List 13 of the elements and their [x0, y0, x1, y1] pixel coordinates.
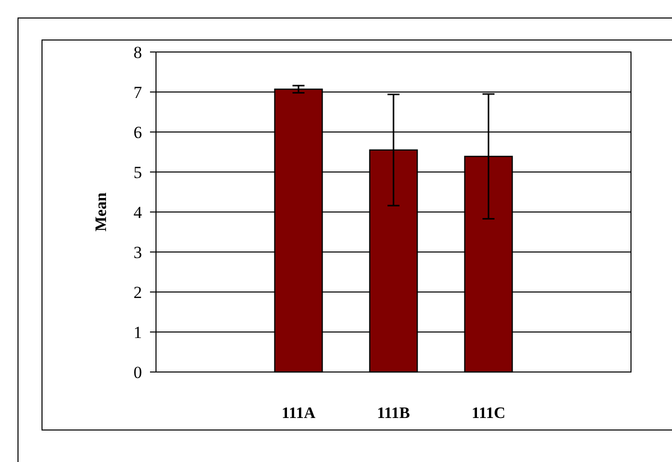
x-tick-label: 111B: [377, 405, 410, 422]
y-tick-label: 2: [134, 282, 142, 302]
y-tick-label: 1: [134, 322, 142, 342]
y-tick-label: 8: [134, 42, 142, 62]
y-axis-title: Mean: [93, 192, 110, 232]
y-tick-label: 4: [134, 202, 142, 222]
y-tick-label: 0: [134, 362, 142, 382]
x-tick-label: 111C: [472, 405, 506, 422]
y-tick-label: 7: [134, 82, 142, 102]
y-tick-label: 5: [134, 162, 142, 182]
y-tick-label: 3: [134, 242, 142, 262]
y-tick-label: 6: [134, 122, 142, 142]
x-tick-label: 111A: [282, 405, 316, 422]
